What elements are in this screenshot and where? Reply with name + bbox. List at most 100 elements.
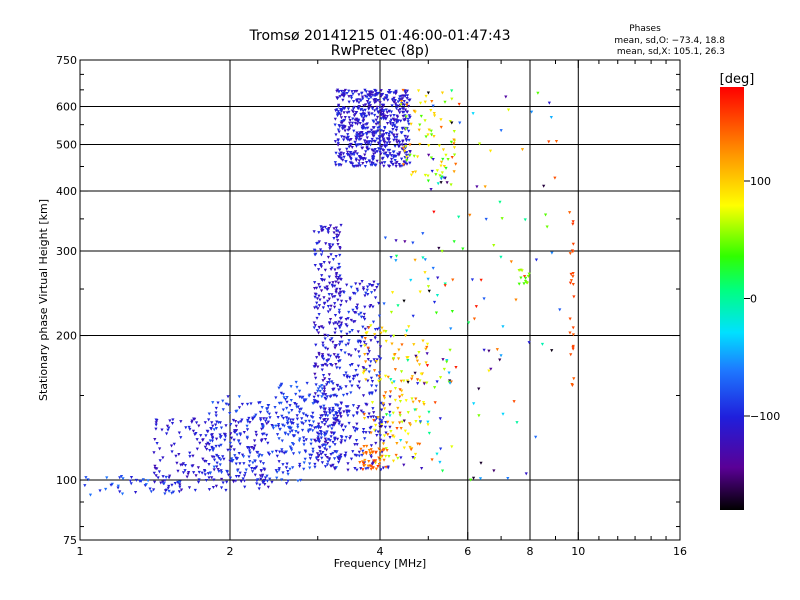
data-point	[221, 399, 225, 403]
data-point	[209, 426, 213, 430]
data-point	[359, 340, 363, 344]
data-point	[323, 440, 327, 444]
data-point	[339, 299, 344, 303]
data-point	[104, 487, 108, 491]
data-point	[363, 88, 367, 92]
data-point	[306, 430, 311, 434]
data-point	[212, 478, 216, 482]
data-point	[326, 425, 330, 429]
data-point	[378, 106, 382, 110]
data-point	[397, 109, 401, 113]
data-point	[238, 432, 242, 436]
colorbar-tick-label: 0	[750, 293, 757, 306]
data-point	[392, 134, 396, 138]
data-point	[547, 140, 551, 144]
data-point	[368, 130, 372, 134]
data-point	[571, 220, 575, 224]
data-point	[167, 484, 171, 488]
data-point	[178, 485, 182, 489]
data-point	[271, 426, 275, 430]
data-point	[371, 305, 375, 309]
data-point	[398, 388, 402, 392]
data-point	[367, 104, 371, 108]
data-point	[314, 457, 319, 461]
data-point	[385, 141, 389, 145]
data-point	[372, 280, 376, 284]
data-point	[336, 277, 340, 281]
data-point	[372, 358, 376, 362]
data-point	[265, 479, 270, 483]
data-point	[398, 421, 402, 425]
data-point	[318, 385, 322, 389]
data-point	[355, 454, 359, 458]
data-point	[388, 410, 392, 414]
data-point	[482, 348, 486, 352]
data-point	[381, 442, 386, 446]
data-point	[203, 473, 207, 477]
data-point	[384, 465, 388, 469]
data-point	[403, 240, 407, 244]
data-point	[355, 133, 359, 137]
data-point	[370, 384, 374, 388]
data-point	[327, 261, 332, 265]
data-point	[389, 110, 394, 114]
data-point	[302, 439, 306, 443]
data-point	[211, 424, 215, 428]
data-point	[377, 379, 381, 383]
data-point	[337, 410, 341, 414]
data-point	[193, 488, 197, 492]
data-point	[397, 348, 401, 352]
data-point	[311, 420, 316, 424]
data-point	[369, 339, 373, 343]
data-point	[362, 118, 366, 122]
data-point	[439, 164, 443, 168]
data-point	[379, 129, 383, 133]
data-point	[334, 163, 338, 167]
data-point	[452, 146, 457, 150]
data-point	[336, 266, 340, 270]
data-point	[346, 128, 350, 132]
data-point	[245, 435, 249, 439]
data-point	[350, 384, 354, 388]
data-point	[321, 392, 325, 396]
data-point	[223, 438, 227, 442]
data-point	[379, 152, 383, 156]
data-point	[498, 358, 502, 362]
data-point	[333, 314, 338, 318]
data-point	[285, 400, 289, 404]
data-point	[371, 161, 375, 165]
colorbar-gradient	[720, 87, 744, 510]
data-point	[349, 354, 353, 358]
data-point	[416, 442, 420, 446]
data-point	[382, 329, 386, 333]
data-point	[355, 468, 359, 472]
data-point	[427, 410, 431, 414]
data-point	[344, 317, 348, 321]
data-point	[369, 304, 373, 308]
data-point	[375, 159, 379, 163]
data-point	[356, 407, 360, 411]
data-point	[384, 413, 389, 417]
data-point	[421, 339, 425, 343]
data-point	[333, 161, 337, 165]
data-point	[321, 306, 325, 310]
data-point	[362, 104, 366, 108]
data-point	[395, 114, 399, 118]
data-point	[339, 108, 343, 112]
data-point	[242, 431, 246, 435]
data-point	[217, 469, 221, 473]
data-point	[346, 414, 350, 418]
data-point	[356, 98, 360, 102]
data-point	[335, 236, 339, 240]
data-point	[211, 485, 215, 489]
data-point	[188, 427, 192, 431]
data-point	[278, 450, 282, 454]
data-point	[351, 110, 355, 114]
data-point	[282, 451, 286, 455]
data-point	[391, 122, 395, 126]
data-point	[233, 419, 238, 423]
data-point	[154, 423, 158, 427]
data-point	[211, 436, 215, 440]
data-point	[308, 462, 312, 466]
data-point	[325, 364, 329, 368]
